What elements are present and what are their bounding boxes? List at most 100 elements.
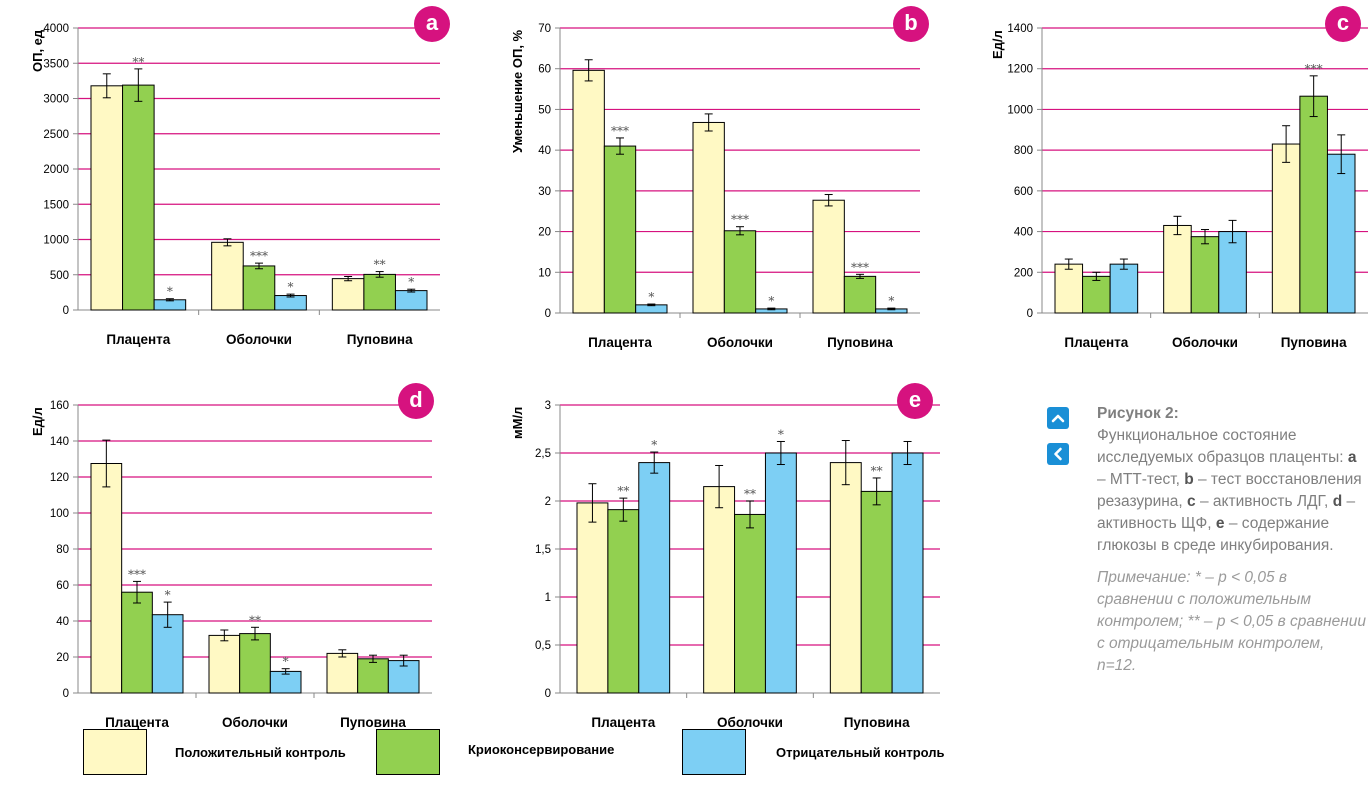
y-tick-label: 1000 (43, 235, 69, 247)
caption-key-a: a (1347, 449, 1357, 466)
caption-key-b: b (1184, 471, 1194, 488)
legend-swatch-positive (83, 729, 147, 775)
bar-e-1-1 (734, 513, 766, 694)
y-tick-label: 60 (538, 64, 551, 76)
significance-mark: ** (871, 464, 883, 478)
nav-back-button[interactable] (1047, 443, 1069, 465)
y-axis-title: ОП, ед (30, 29, 45, 72)
bar-e-2-2 (891, 452, 924, 694)
y-tick-label: 40 (56, 616, 69, 628)
bar-b-1-0 (692, 121, 725, 314)
bar-a-1-0 (211, 241, 244, 311)
bar-a-1-2 (274, 295, 307, 311)
category-label: Пуповина (1281, 335, 1347, 350)
category-label: Оболочки (1172, 335, 1238, 350)
bar-e-1-2 (764, 452, 797, 694)
significance-mark: * (778, 427, 784, 441)
category-label: Пуповина (340, 715, 406, 730)
y-tick-label: 20 (56, 652, 69, 664)
bar-d-1-2 (269, 670, 302, 694)
y-tick-label: 1,5 (535, 544, 551, 556)
y-tick-label: 0,5 (535, 640, 551, 652)
y-tick-label: 20 (538, 227, 551, 239)
chart-svg-b: 010203040506070****Плацента****Оболочки*… (538, 23, 920, 350)
category-label: Пуповина (844, 715, 910, 730)
y-tick-label: 0 (1027, 308, 1033, 320)
significance-mark: ** (374, 258, 386, 272)
bar-c-2-2 (1326, 153, 1356, 314)
significance-mark: * (651, 438, 657, 452)
bar-c-2-1 (1299, 95, 1328, 314)
panel-badge: e (897, 383, 933, 419)
legend-swatch-cryo (376, 729, 440, 775)
legend-label-negative: Отрицательный контроль (776, 745, 945, 760)
significance-mark: *** (851, 260, 869, 274)
significance-mark: *** (250, 249, 268, 263)
y-axis-title: мМ/л (510, 406, 525, 439)
chart-svg-d: 020406080100120140160****Плацента***Обол… (50, 400, 432, 730)
bar-e-2-1 (860, 490, 893, 694)
figure-caption: Рисунок 2: Функциональное состояние иссл… (1097, 403, 1367, 677)
y-tick-label: 60 (56, 580, 69, 592)
significance-mark: * (288, 280, 294, 294)
y-tick-label: 3000 (43, 94, 69, 106)
bar-b-0-1 (603, 145, 637, 314)
y-tick-label: 2000 (43, 164, 69, 176)
bar-c-0-0 (1054, 263, 1084, 314)
bar-d-1-1 (239, 633, 271, 694)
y-tick-label: 1000 (1007, 104, 1033, 116)
caption-intro: Функциональное состояние исследуемых обр… (1097, 427, 1348, 466)
y-tick-label: 0 (63, 305, 69, 317)
caption-item-c: – активность ЛДГ, (1195, 493, 1329, 510)
bar-d-2-1 (357, 658, 389, 694)
category-label: Плацента (591, 715, 655, 730)
y-tick-label: 30 (538, 186, 551, 198)
y-axis-title: Уменьшение ОП, % (510, 29, 525, 153)
category-label: Оболочки (717, 715, 783, 730)
chevron-up-icon (1051, 414, 1065, 423)
y-tick-label: 600 (1014, 186, 1033, 198)
bar-b-2-1 (843, 275, 877, 314)
chart-legend: Положительный контроль Криоконсервирован… (0, 729, 1000, 805)
y-tick-label: 200 (1014, 267, 1033, 279)
bar-e-0-2 (638, 462, 671, 694)
caption-key-d: d (1332, 493, 1343, 510)
panel-badge: c (1325, 6, 1361, 42)
caption-item-e: – содержание глюкозы в среде инкубирован… (1097, 515, 1334, 554)
category-label: Пуповина (347, 332, 413, 347)
bar-c-1-0 (1163, 224, 1192, 314)
significance-mark: *** (1305, 62, 1323, 76)
caption-key-c: c (1187, 493, 1196, 510)
caption-note: Примечание: * – p < 0,05 в сравнении с п… (1097, 569, 1366, 674)
significance-mark: * (648, 290, 654, 304)
y-tick-label: 2 (545, 496, 551, 508)
significance-mark: ** (249, 613, 261, 627)
nav-up-button[interactable] (1047, 407, 1069, 429)
significance-mark: * (768, 294, 774, 308)
bar-a-0-1 (122, 84, 155, 311)
significance-mark: *** (731, 213, 749, 227)
caption-item-b: – тест восстановления резазурина, (1097, 471, 1362, 510)
significance-mark: * (165, 588, 171, 602)
caption-item-a: – МТТ-тест, (1097, 471, 1180, 488)
y-tick-label: 500 (50, 270, 69, 282)
y-tick-label: 140 (50, 436, 69, 448)
y-tick-label: 0 (545, 308, 551, 320)
category-label: Плацента (105, 715, 169, 730)
category-label: Оболочки (707, 335, 773, 350)
y-tick-label: 400 (1014, 227, 1033, 239)
legend-swatch-negative (682, 729, 746, 775)
y-tick-label: 80 (56, 544, 69, 556)
significance-mark: * (888, 294, 894, 308)
significance-mark: ** (744, 487, 756, 501)
panel-badge: a (414, 6, 450, 42)
bar-c-0-1 (1082, 275, 1111, 314)
bar-e-0-0 (576, 502, 609, 694)
significance-mark: *** (128, 567, 146, 581)
legend-label-positive: Положительный контроль (175, 745, 346, 760)
bar-b-0-0 (572, 69, 605, 314)
y-tick-label: 40 (538, 145, 551, 157)
y-tick-label: 3500 (43, 58, 69, 70)
y-tick-label: 100 (50, 508, 69, 520)
y-tick-label: 3 (545, 400, 551, 412)
